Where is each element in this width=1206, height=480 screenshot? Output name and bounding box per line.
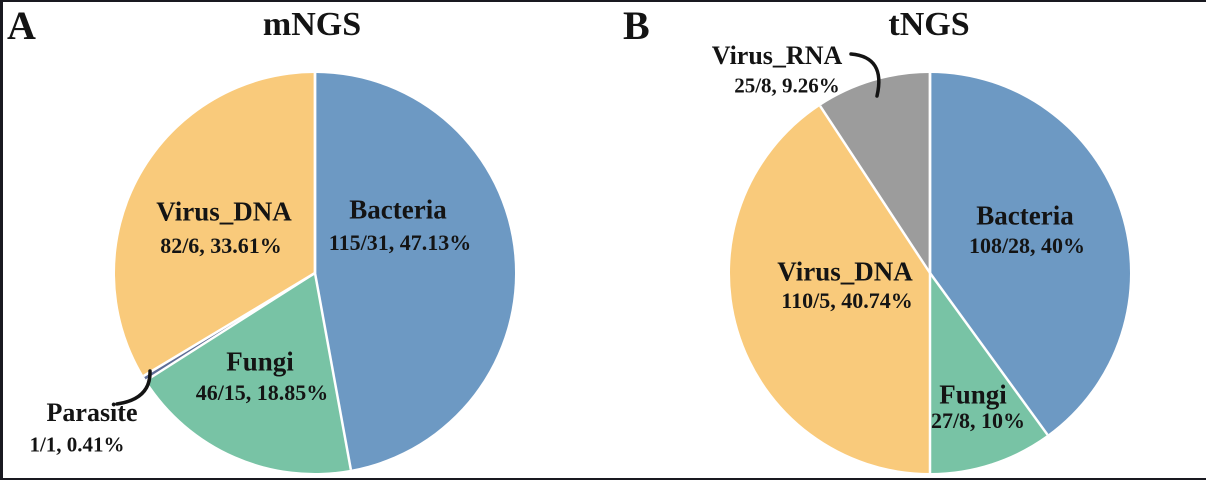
pie-slice-bacteria: [315, 73, 516, 470]
slice-value-bacteria: 115/31, 47.13%: [328, 230, 472, 255]
slice-value-bacteria: 108/28, 40%: [968, 233, 1086, 258]
chart-title-mngs: mNGS: [262, 6, 362, 43]
pie-mngs: [114, 73, 516, 474]
pie-slice-fungi: [146, 273, 351, 474]
slice-label-fungi: Fungi: [939, 379, 1007, 410]
slice-value-virus_dna: 82/6, 33.61%: [160, 233, 282, 258]
slice-value-virus_dna: 110/5, 40.74%: [781, 288, 913, 313]
panel-label-b: B: [623, 3, 650, 48]
pie-tngs: [730, 73, 1130, 473]
pie-slice-virus_dna: [114, 73, 316, 376]
parasite-callout-line: [115, 369, 152, 406]
slice-value-fungi: 27/8, 10%: [930, 408, 1026, 433]
slice-value-virus_rna: 25/8, 9.26%: [734, 73, 840, 98]
virus-rna-callout-line: [849, 52, 881, 98]
slice-value-parasite: 1/1, 0.41%: [29, 432, 125, 457]
slice-separator: [313, 272, 353, 470]
pie-slice-virus_rna: [820, 73, 930, 273]
slice-label-bacteria: Bacteria: [349, 194, 447, 225]
slice-value-fungi: 46/15, 18.85%: [195, 380, 329, 405]
slice-separator: [142, 271, 316, 378]
slice-label-virus_rna: Virus_RNA: [711, 41, 843, 70]
slice-label-virus_dna: Virus_DNA: [777, 256, 913, 287]
pie-slice-fungi: [930, 273, 1048, 473]
pie-slice-bacteria: [930, 73, 1130, 435]
panel-label-a: A: [7, 3, 36, 48]
slice-separator: [928, 272, 1049, 436]
slice-label-bacteria: Bacteria: [976, 200, 1074, 231]
slice-label-virus_dna: Virus_DNA: [156, 196, 292, 227]
chart-title-tngs: tNGS: [888, 6, 970, 43]
top-border-line: [0, 0, 1206, 2]
bottom-border-line: [0, 478, 1206, 480]
slice-label-parasite: Parasite: [46, 398, 138, 427]
left-border-line: [0, 0, 3, 480]
slice-label-fungi: Fungi: [226, 346, 294, 377]
slice-separator: [819, 105, 932, 274]
